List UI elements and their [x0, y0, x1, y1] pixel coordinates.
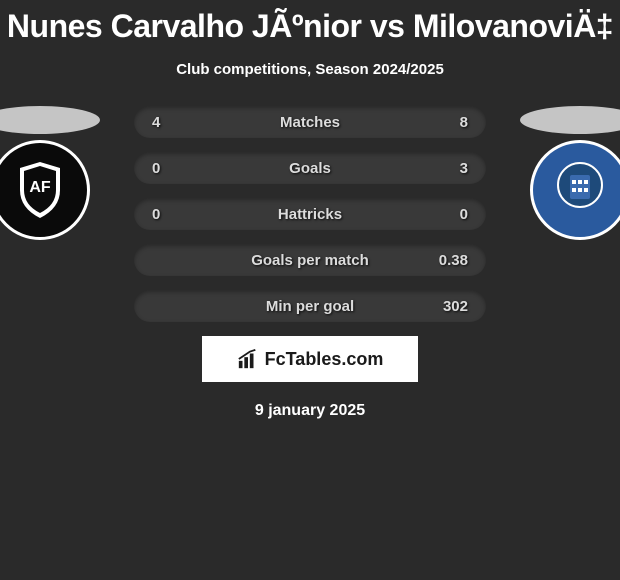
stat-row-hattricks: 0 Hattricks 0 [134, 198, 486, 230]
stat-right-value: 8 [438, 114, 468, 131]
date-text: 9 january 2025 [0, 402, 620, 420]
brand-name: FcTables.com [265, 349, 384, 370]
player-left-oval [0, 106, 100, 134]
stat-row-goals-per-match: Goals per match 0.38 [134, 244, 486, 276]
player-right-oval [520, 106, 620, 134]
player-left-badge: AF [0, 106, 100, 240]
stat-right-value: 0 [438, 206, 468, 223]
stat-left-value: 0 [152, 206, 182, 223]
stat-right-value: 302 [438, 298, 468, 315]
brand-box: FcTables.com [202, 336, 418, 382]
club-crest-icon [555, 160, 605, 220]
comparison-area: AF 4 Matches 8 0 Goals [0, 106, 620, 420]
stat-right-value: 0.38 [438, 252, 468, 269]
chart-icon [237, 348, 259, 370]
stat-label: Matches [182, 114, 438, 131]
stats-column: 4 Matches 8 0 Goals 3 0 Hattricks 0 Goal… [134, 106, 486, 322]
club-logo-left: AF [0, 140, 90, 240]
stat-left-value: 4 [152, 114, 182, 131]
stat-label: Goals per match [182, 252, 438, 269]
page-subtitle: Club competitions, Season 2024/2025 [0, 61, 620, 78]
shield-icon: AF [15, 160, 65, 220]
stat-row-matches: 4 Matches 8 [134, 106, 486, 138]
page-title: Nunes Carvalho JÃºnior vs MilovanoviÄ‡ [0, 0, 620, 45]
stat-label: Goals [182, 160, 438, 177]
stat-row-min-per-goal: Min per goal 302 [134, 290, 486, 322]
club-logo-right [530, 140, 620, 240]
stat-label: Hattricks [182, 206, 438, 223]
stat-label: Min per goal [182, 298, 438, 315]
svg-text:AF: AF [29, 179, 51, 196]
stat-left-value: 0 [152, 160, 182, 177]
player-right-badge [520, 106, 620, 240]
stat-right-value: 3 [438, 160, 468, 177]
stat-row-goals: 0 Goals 3 [134, 152, 486, 184]
